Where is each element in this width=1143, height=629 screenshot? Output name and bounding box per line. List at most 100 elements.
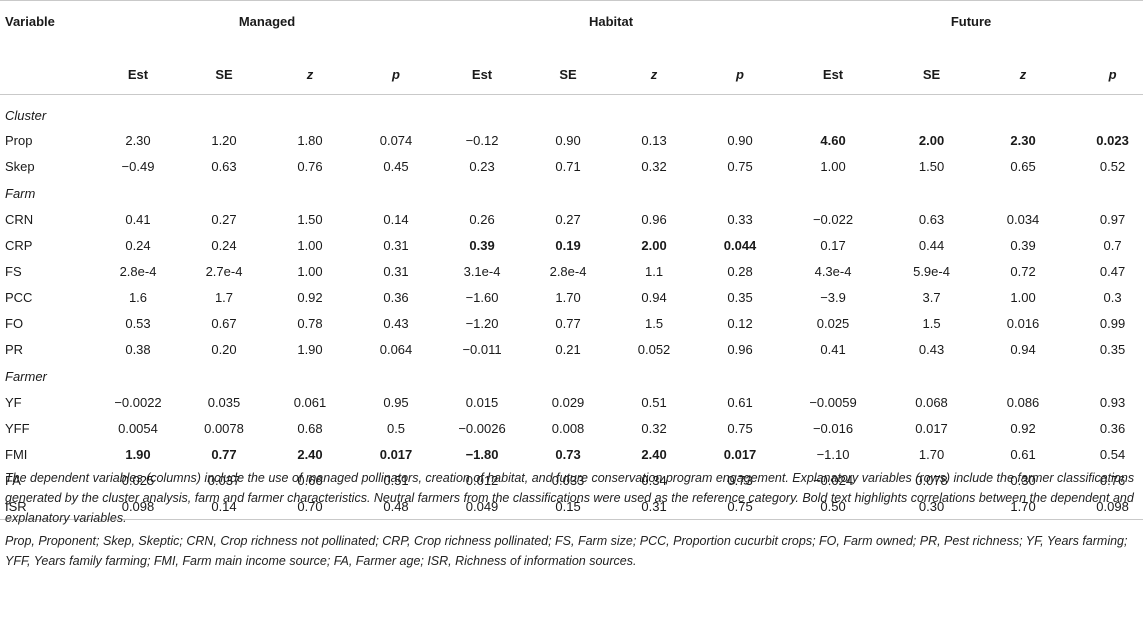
table-row: PCC 1.6 1.7 0.92 0.36 −1.60 1.70 0.94 0.35 −3.9 3.… [0,284,1143,310]
table-cell: −1.10 [816,446,850,462]
table-cell: 0.72 [1010,263,1036,279]
section-header-row: Farm [0,179,1143,206]
table-cell: 0.36 [1099,420,1126,436]
regression-table: Variable Managed Habitat Future Est SE z… [0,0,1143,520]
table-cell: 0.75 [727,158,753,174]
table-cell: 5.9e-4 [913,263,950,279]
table-cell: 0.65 [1010,158,1036,174]
table-cell: −0.016 [812,420,854,436]
table-cell: 2.8e-4 [119,263,157,279]
row-label: FO [5,315,24,331]
row-label: FA [5,472,21,488]
table-cell: 0.93 [1099,394,1126,410]
subheader-z: z [267,54,353,95]
table-row: FA 0.025 0.037 0.66 0.51 0.012 0.033 0.34 0.73 −0… [0,467,1143,493]
row-label: CRP [5,237,33,253]
table-cell: 0.14 [181,493,267,520]
table-cell: 0.025 [816,315,850,331]
table-cell: 0.77 [555,315,581,331]
footnote-description: The dependent variables (columns) includ… [5,471,1135,525]
row-label: CRN [5,211,34,227]
subheader-z: z [611,54,698,95]
table-cell: 0.63 [918,211,945,227]
table-cell: 1.00 [820,158,846,174]
section-title: Cluster [5,107,47,123]
table-cell: 0.30 [1010,472,1036,488]
table-cell: 0.5 [386,420,406,436]
table-cell: 0.68 [297,420,323,436]
table-cell: 4.3e-4 [814,263,852,279]
table-cell: 0.19 [555,237,581,253]
table-cell: 0.54 [1099,446,1126,462]
table-footnotes: The dependent variables (columns) includ… [5,468,1138,571]
table-cell: 1.20 [211,132,237,148]
table-cell: 2.30 [125,132,151,148]
table-cell: 0.086 [1006,394,1040,410]
table-cell: 0.078 [915,472,948,488]
table-cell: 0.50 [783,493,884,520]
table-cell: 1.00 [297,263,323,279]
table-cell: 0.24 [211,237,237,253]
table-cell: 0.21 [555,341,581,357]
table-cell: 0.23 [469,158,495,174]
table-cell: 0.30 [883,493,981,520]
table-cell: 0.12 [727,315,753,331]
subheader-est: Est [95,54,181,95]
group-header-habitat: Habitat [589,14,634,29]
table-cell: 1.70 [980,493,1067,520]
subheader-est: Est [783,54,884,95]
table-cell: 1.70 [555,289,581,305]
table-cell: 2.00 [641,237,667,253]
row-label: Prop [5,132,33,148]
table-cell: 0.0054 [118,420,158,436]
table-cell: 0.38 [125,341,151,357]
table-cell: 0.7 [1103,237,1122,253]
table-cell: 1.90 [297,341,323,357]
row-label: YF [5,394,22,410]
table-cell: 2.40 [297,446,323,462]
table-cell: 0.77 [211,446,237,462]
footnote-abbreviations: Prop, Proponent; Skep, Skeptic; CRN, Cro… [5,534,1128,568]
table-cell: 0.43 [383,315,409,331]
table-cell: 0.70 [267,493,353,520]
table-cell: 0.90 [555,132,581,148]
table-cell: 0.052 [637,341,671,357]
table-cell: 0.71 [555,158,581,174]
table-cell: 0.074 [379,132,413,148]
group-header-managed: Managed [238,14,296,29]
table-cell: 0.033 [551,472,585,488]
table-cell: 1.5 [922,315,941,331]
table-cell: 0.017 [379,446,413,462]
table-cell: 2.30 [1010,132,1036,148]
table-cell: 0.43 [918,341,945,357]
table-cell: −0.024 [812,472,854,488]
table-cell: 0.064 [379,341,413,357]
table-cell: 0.92 [297,289,323,305]
table-cell: 0.61 [727,394,753,410]
table-cell: 0.044 [723,237,757,253]
table-row: PR 0.38 0.20 1.90 0.064 −0.011 0.21 0.052 0.96 0.… [0,336,1143,362]
row-label: PCC [5,289,33,305]
table-cell: 1.90 [125,446,151,462]
table-cell: −1.60 [465,289,499,305]
table-cell: 0.20 [211,341,237,357]
header-sub-row: Est SE z p Est SE z p Est SE z p [0,54,1143,95]
table-cell: 0.15 [525,493,612,520]
subheader-p: p [697,54,784,95]
row-label: YFF [5,420,30,436]
table-cell: 0.97 [1099,211,1126,227]
table-cell: 0.13 [641,132,667,148]
table-cell: 0.90 [727,132,753,148]
table-cell: 0.32 [641,420,667,436]
table-row: FO 0.53 0.67 0.78 0.43 −1.20 0.77 1.5 0.12 0.025 1… [0,310,1143,336]
table-cell: 4.60 [820,132,846,148]
table-cell: 0.015 [465,394,499,410]
row-label: FS [5,263,22,279]
table-cell: 0.3 [1103,289,1122,305]
table-body: Cluster Prop 2.30 1.20 1.80 0.074 −0.12 0.90 0.1… [0,95,1143,520]
table-cell: 1.50 [297,211,323,227]
table-cell: 0.75 [727,420,753,436]
table-row: FS 2.8e-4 2.7e-4 1.00 0.31 3.1e-4 2.8e-4 1.1 0.2… [0,258,1143,284]
table-cell: 0.48 [353,493,440,520]
